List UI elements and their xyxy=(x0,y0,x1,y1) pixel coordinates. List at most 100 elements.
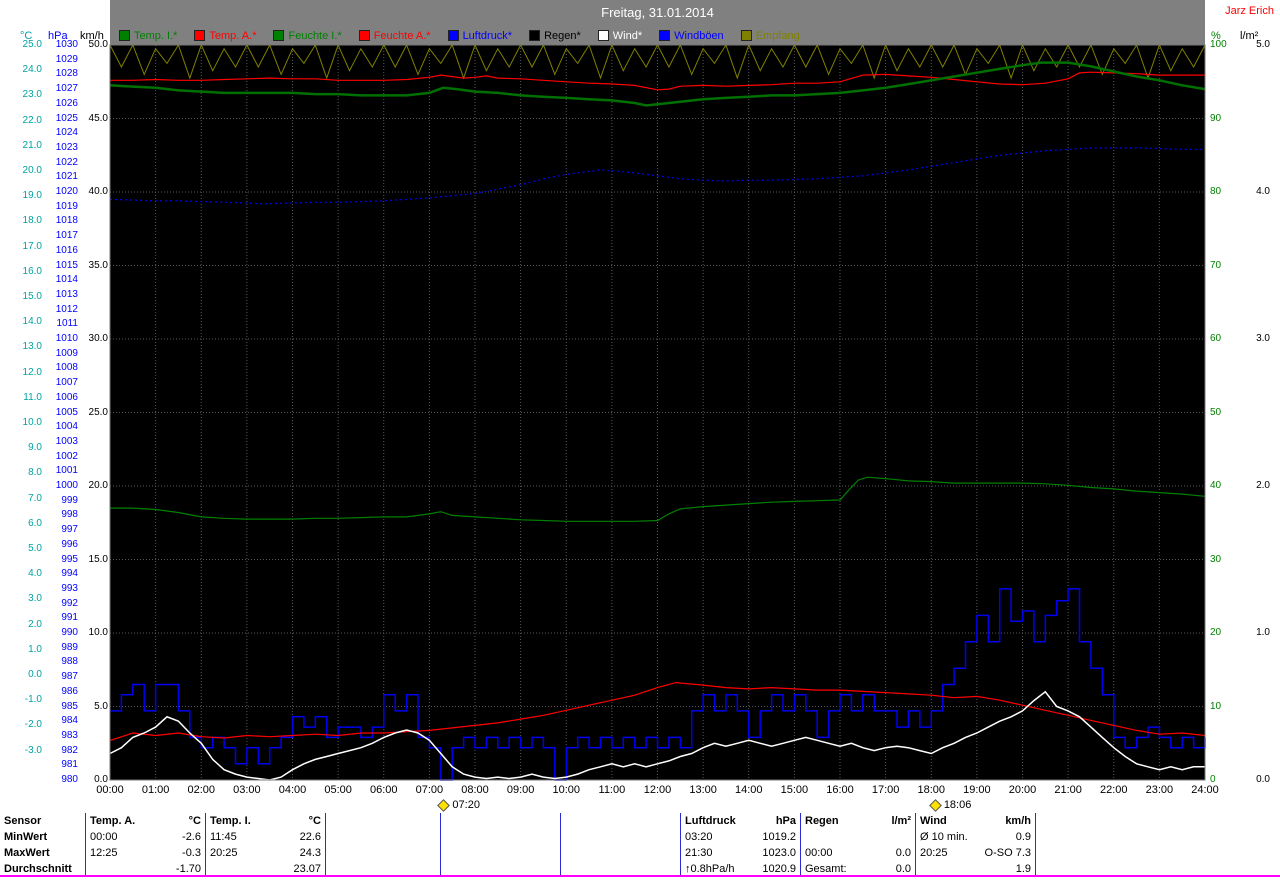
axis-tick-celsius: 0.0 xyxy=(28,669,42,680)
legend-label: Temp. I.* xyxy=(134,29,178,42)
stats-value: 0.0 xyxy=(895,847,911,859)
axis-tick-celsius: 25.0 xyxy=(22,39,42,50)
axis-tick-percent: 80 xyxy=(1210,186,1222,197)
stats-sensor-unit: hPa xyxy=(775,815,796,827)
legend-item-temp-i[interactable]: Temp. I.* xyxy=(119,30,177,42)
axis-unit-right-1: l/m² xyxy=(1240,30,1259,42)
stats-sensor-unit: °C xyxy=(308,815,321,827)
axis-tick-hpa: 997 xyxy=(61,524,78,536)
stats-header-row xyxy=(326,813,440,829)
axis-tick-hpa: 1026 xyxy=(55,97,78,109)
axis-tick-hpa: 984 xyxy=(61,715,78,727)
stats-value-row xyxy=(801,829,915,845)
legend-label: Windböen xyxy=(674,29,724,42)
series-wind xyxy=(109,690,1205,781)
axis-tick-percent: 100 xyxy=(1210,39,1227,50)
axis-tick-celsius: 13.0 xyxy=(22,341,42,353)
axis-tick-kmh: 25.0 xyxy=(88,406,108,418)
series-feuchte_i xyxy=(110,476,1206,522)
stats-value-row xyxy=(441,845,560,861)
axis-tick-hpa: 987 xyxy=(61,671,78,683)
axis-tick-percent: 0 xyxy=(1210,774,1216,785)
stats-value-row: 21:30 1023.0 xyxy=(681,845,800,861)
stats-row-labels: Sensor MinWert MaxWert Durchschnitt xyxy=(0,813,85,877)
stats-value-row xyxy=(1036,845,1280,861)
legend-item-wind[interactable]: Wind* xyxy=(597,30,642,42)
stats-value-row xyxy=(561,829,680,845)
axis-tick-kmh: 30.0 xyxy=(88,333,108,344)
axis-tick-celsius: 6.0 xyxy=(28,517,42,529)
x-axis-label: 02:00 xyxy=(187,784,216,796)
legend-item-windb-en[interactable]: Windböen xyxy=(659,30,724,42)
legend-item-luftdruck[interactable]: Luftdruck* xyxy=(447,30,512,42)
stats-header-row xyxy=(1036,813,1280,829)
axis-tick-celsius: 8.0 xyxy=(28,467,42,479)
legend-swatch-icon xyxy=(119,30,130,41)
stats-value: 1019.2 xyxy=(762,831,796,843)
stats-value: -2.6 xyxy=(182,831,201,843)
axis-tick-percent: 70 xyxy=(1210,259,1222,271)
stats-row-label: MaxWert xyxy=(0,845,85,861)
series-windboeen xyxy=(110,588,1206,781)
legend-item-feuchte-i[interactable]: Feuchte I.* xyxy=(273,30,342,42)
legend-item-regen[interactable]: Regen* xyxy=(529,30,581,42)
x-axis-label: 24:00 xyxy=(1191,784,1219,796)
legend-swatch-icon xyxy=(358,30,370,41)
axis-tick-celsius: 14.0 xyxy=(22,316,42,328)
series-temp_i xyxy=(109,61,1206,107)
legend-label: Empfang xyxy=(755,29,800,42)
axis-tick-hpa: 1021 xyxy=(55,171,78,183)
axis-tick-celsius: 3.0 xyxy=(28,593,42,605)
stats-sensor-unit: °C xyxy=(188,815,201,827)
stats-value-time: 00:00 xyxy=(90,831,118,843)
axis-tick-celsius: 21.0 xyxy=(22,139,42,151)
axis-tick-percent: 60 xyxy=(1210,333,1222,344)
x-axis-label: 17:00 xyxy=(871,784,900,796)
stats-col-regen: Regen l/m² 00:00 0.0 Gesamt: 0.0 xyxy=(800,813,915,877)
legend-swatch-icon xyxy=(447,30,459,41)
stats-value-row xyxy=(561,845,680,861)
legend-item-temp-a[interactable]: Temp. A.* xyxy=(194,30,256,42)
table-bottom-divider xyxy=(0,875,1280,877)
x-axis-label: 09:00 xyxy=(506,784,535,796)
stats-col-wind: Wind km/h Ø 10 min. 0.9 20:25 O-SO 7.3 1.9 xyxy=(915,813,1035,877)
axis-tick-hpa: 992 xyxy=(61,597,78,609)
stats-col-empty xyxy=(325,813,440,877)
axis-tick-hpa: 1025 xyxy=(55,112,78,124)
stats-value: 1023.0 xyxy=(762,847,796,859)
axis-tick-lm2: 4.0 xyxy=(1256,186,1270,197)
sunrise-marker: 07:20 xyxy=(437,798,480,812)
stats-value-row: ↑0.8hPa/h 1020.9 xyxy=(681,861,800,877)
axis-tick-hpa: 1028 xyxy=(55,68,78,80)
stats-value: 1020.9 xyxy=(762,863,796,875)
axis-tick-lm2: 0.0 xyxy=(1256,774,1270,785)
axis-tick-hpa: 1012 xyxy=(55,303,78,315)
stats-col-temp-a: Temp. A. °C 00:00 -2.6 12:25 -0.3 -1.70 xyxy=(85,813,205,877)
axis-tick-hpa: 983 xyxy=(61,729,78,741)
marker-time-label: 07:20 xyxy=(452,799,480,811)
stats-col-empty xyxy=(560,813,680,877)
axis-tick-celsius: 7.0 xyxy=(28,492,42,504)
axis-tick-celsius: 17.0 xyxy=(22,240,42,252)
x-axis-label: 18:00 xyxy=(917,784,946,796)
stats-value-row: 00:00 0.0 xyxy=(801,845,915,861)
stats-value-time: 20:25 xyxy=(920,847,948,859)
axis-tick-hpa: 991 xyxy=(61,612,78,624)
x-axis-label: 01:00 xyxy=(141,784,170,796)
stats-value: O-SO 7.3 xyxy=(984,847,1031,859)
stats-sensor-unit: l/m² xyxy=(891,815,911,827)
axis-tick-percent: 40 xyxy=(1210,480,1222,491)
legend-item-feuchte-a[interactable]: Feuchte A.* xyxy=(358,30,431,42)
axis-tick-hpa: 1004 xyxy=(55,421,78,433)
stats-value: -1.70 xyxy=(175,863,201,875)
axis-tick-kmh: 5.0 xyxy=(94,700,108,712)
stats-value-time: 00:00 xyxy=(805,847,833,859)
legend-item-empfang[interactable]: Empfang xyxy=(740,29,800,42)
axis-tick-hpa: 1010 xyxy=(55,333,78,344)
stats-value-row xyxy=(1036,829,1280,845)
stats-value-row: 20:25 24.3 xyxy=(206,845,325,861)
legend-swatch-icon xyxy=(597,30,609,41)
sun-icon xyxy=(437,798,451,812)
